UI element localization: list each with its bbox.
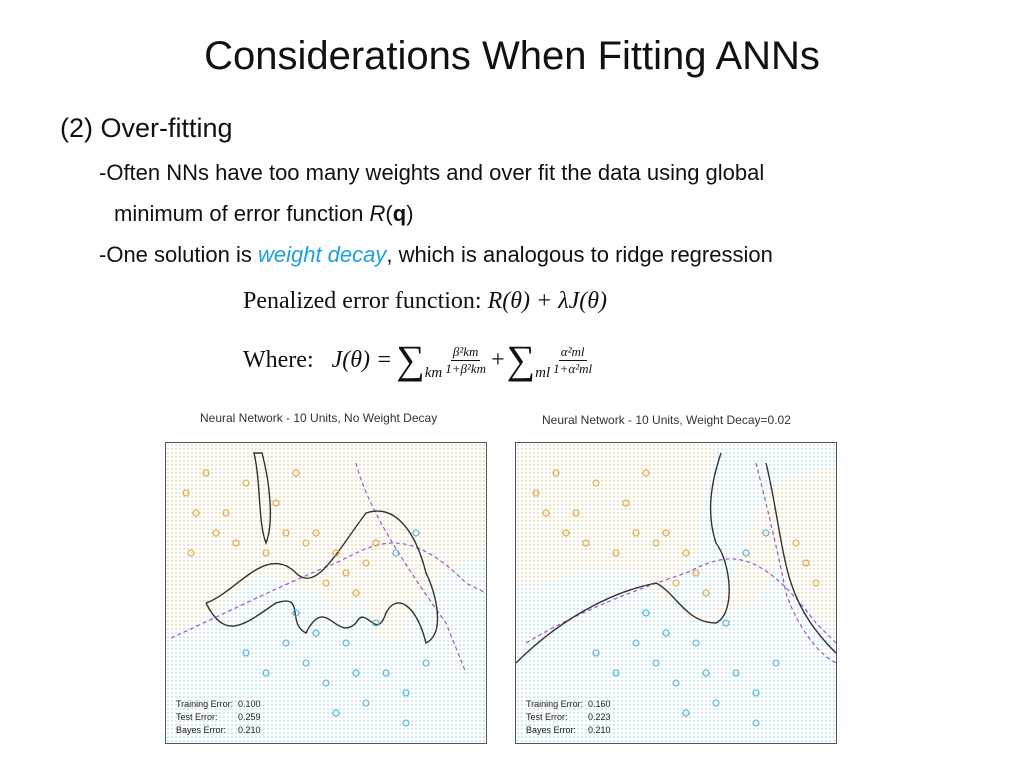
blue-class-points [242,529,430,727]
training-error-label: Training Error: [526,699,584,709]
paren-open: ( [385,201,393,226]
beta-fraction: β²km 1+β²km [445,344,486,377]
bayes-error-label: Bayes Error: [176,725,227,735]
blue-class-points [592,529,780,727]
bayes-error-value: 0.210 [588,725,611,735]
section-heading: (2) Over-fitting [60,113,233,143]
training-error-label: Training Error: [176,699,234,709]
test-error-value: 0.223 [588,712,611,722]
right-plot: Training Error: 0.160 Test Error: 0.223 Ba… [515,442,837,744]
error-function-symbol: R [369,201,386,226]
right-plot-title: Neural Network - 10 Units, Weight Decay=… [542,413,791,427]
orange-class-points [182,469,380,597]
where-label: Where: [243,346,314,373]
paren-close: ) [406,201,414,226]
bullet-text: minimum of error function [114,201,370,226]
left-plot: Training Error: 0.100 Test Error: 0.259 Ba… [165,442,487,744]
right-plot-canvas [516,443,836,743]
sum-symbol: ∑ [396,337,425,382]
plus-sign: + [491,346,505,373]
training-error-value: 0.160 [588,699,611,709]
left-plot-title: Neural Network - 10 Units, No Weight Dec… [200,411,438,425]
penalized-error-equation: Penalized error function: R(θ) + λJ(θ) [243,288,607,315]
test-error-value: 0.259 [238,712,261,722]
sum2-subscript: ml [535,365,551,381]
training-error-value: 0.100 [238,699,261,709]
bullet-overfitting-line1: -Often NNs have too many weights and ove… [99,160,765,185]
beta-denominator: 1+β²km [445,360,487,376]
beta-numerator: β²km [450,343,481,361]
weights-symbol: q [392,201,407,226]
bullet-weight-decay: -One solution is weight decay, which is … [99,241,773,269]
bayes-error-label: Bayes Error: [526,725,577,735]
sum-symbol: ∑ [506,337,536,382]
bayes-error-value: 0.210 [238,725,261,735]
alpha-denominator: 1+α²ml [553,360,593,376]
test-error-label: Test Error: [176,712,218,722]
bullet-text: -One solution is [99,242,258,267]
left-error-summary: Training Error: 0.100 Test Error: 0.259 Ba… [176,698,261,737]
alpha-numerator: α²ml [558,343,587,361]
sum1-subscript: km [424,365,443,381]
penalized-label: Penalized error function: [243,288,482,314]
left-plot-canvas [166,443,486,743]
penalty-lhs: J(θ) = [331,346,393,373]
bullet-overfitting-line2: minimum of error function R(q) [114,200,414,228]
test-error-label: Test Error: [526,712,568,722]
right-error-summary: Training Error: 0.160 Test Error: 0.223 Ba… [526,698,611,737]
bullet-text-rest: , which is analogous to ridge regression [386,242,773,267]
slide-title: Considerations When Fitting ANNs [204,34,820,78]
alpha-fraction: α²ml 1+α²ml [553,344,592,377]
weight-decay-term: weight decay [257,242,387,267]
penalized-formula: R(θ) + λJ(θ) [487,288,608,314]
orange-class-points [532,469,820,597]
penalty-definition-equation: Where: J(θ) = ∑ km β²km 1+β²km + ∑ ml α²… [243,334,595,386]
